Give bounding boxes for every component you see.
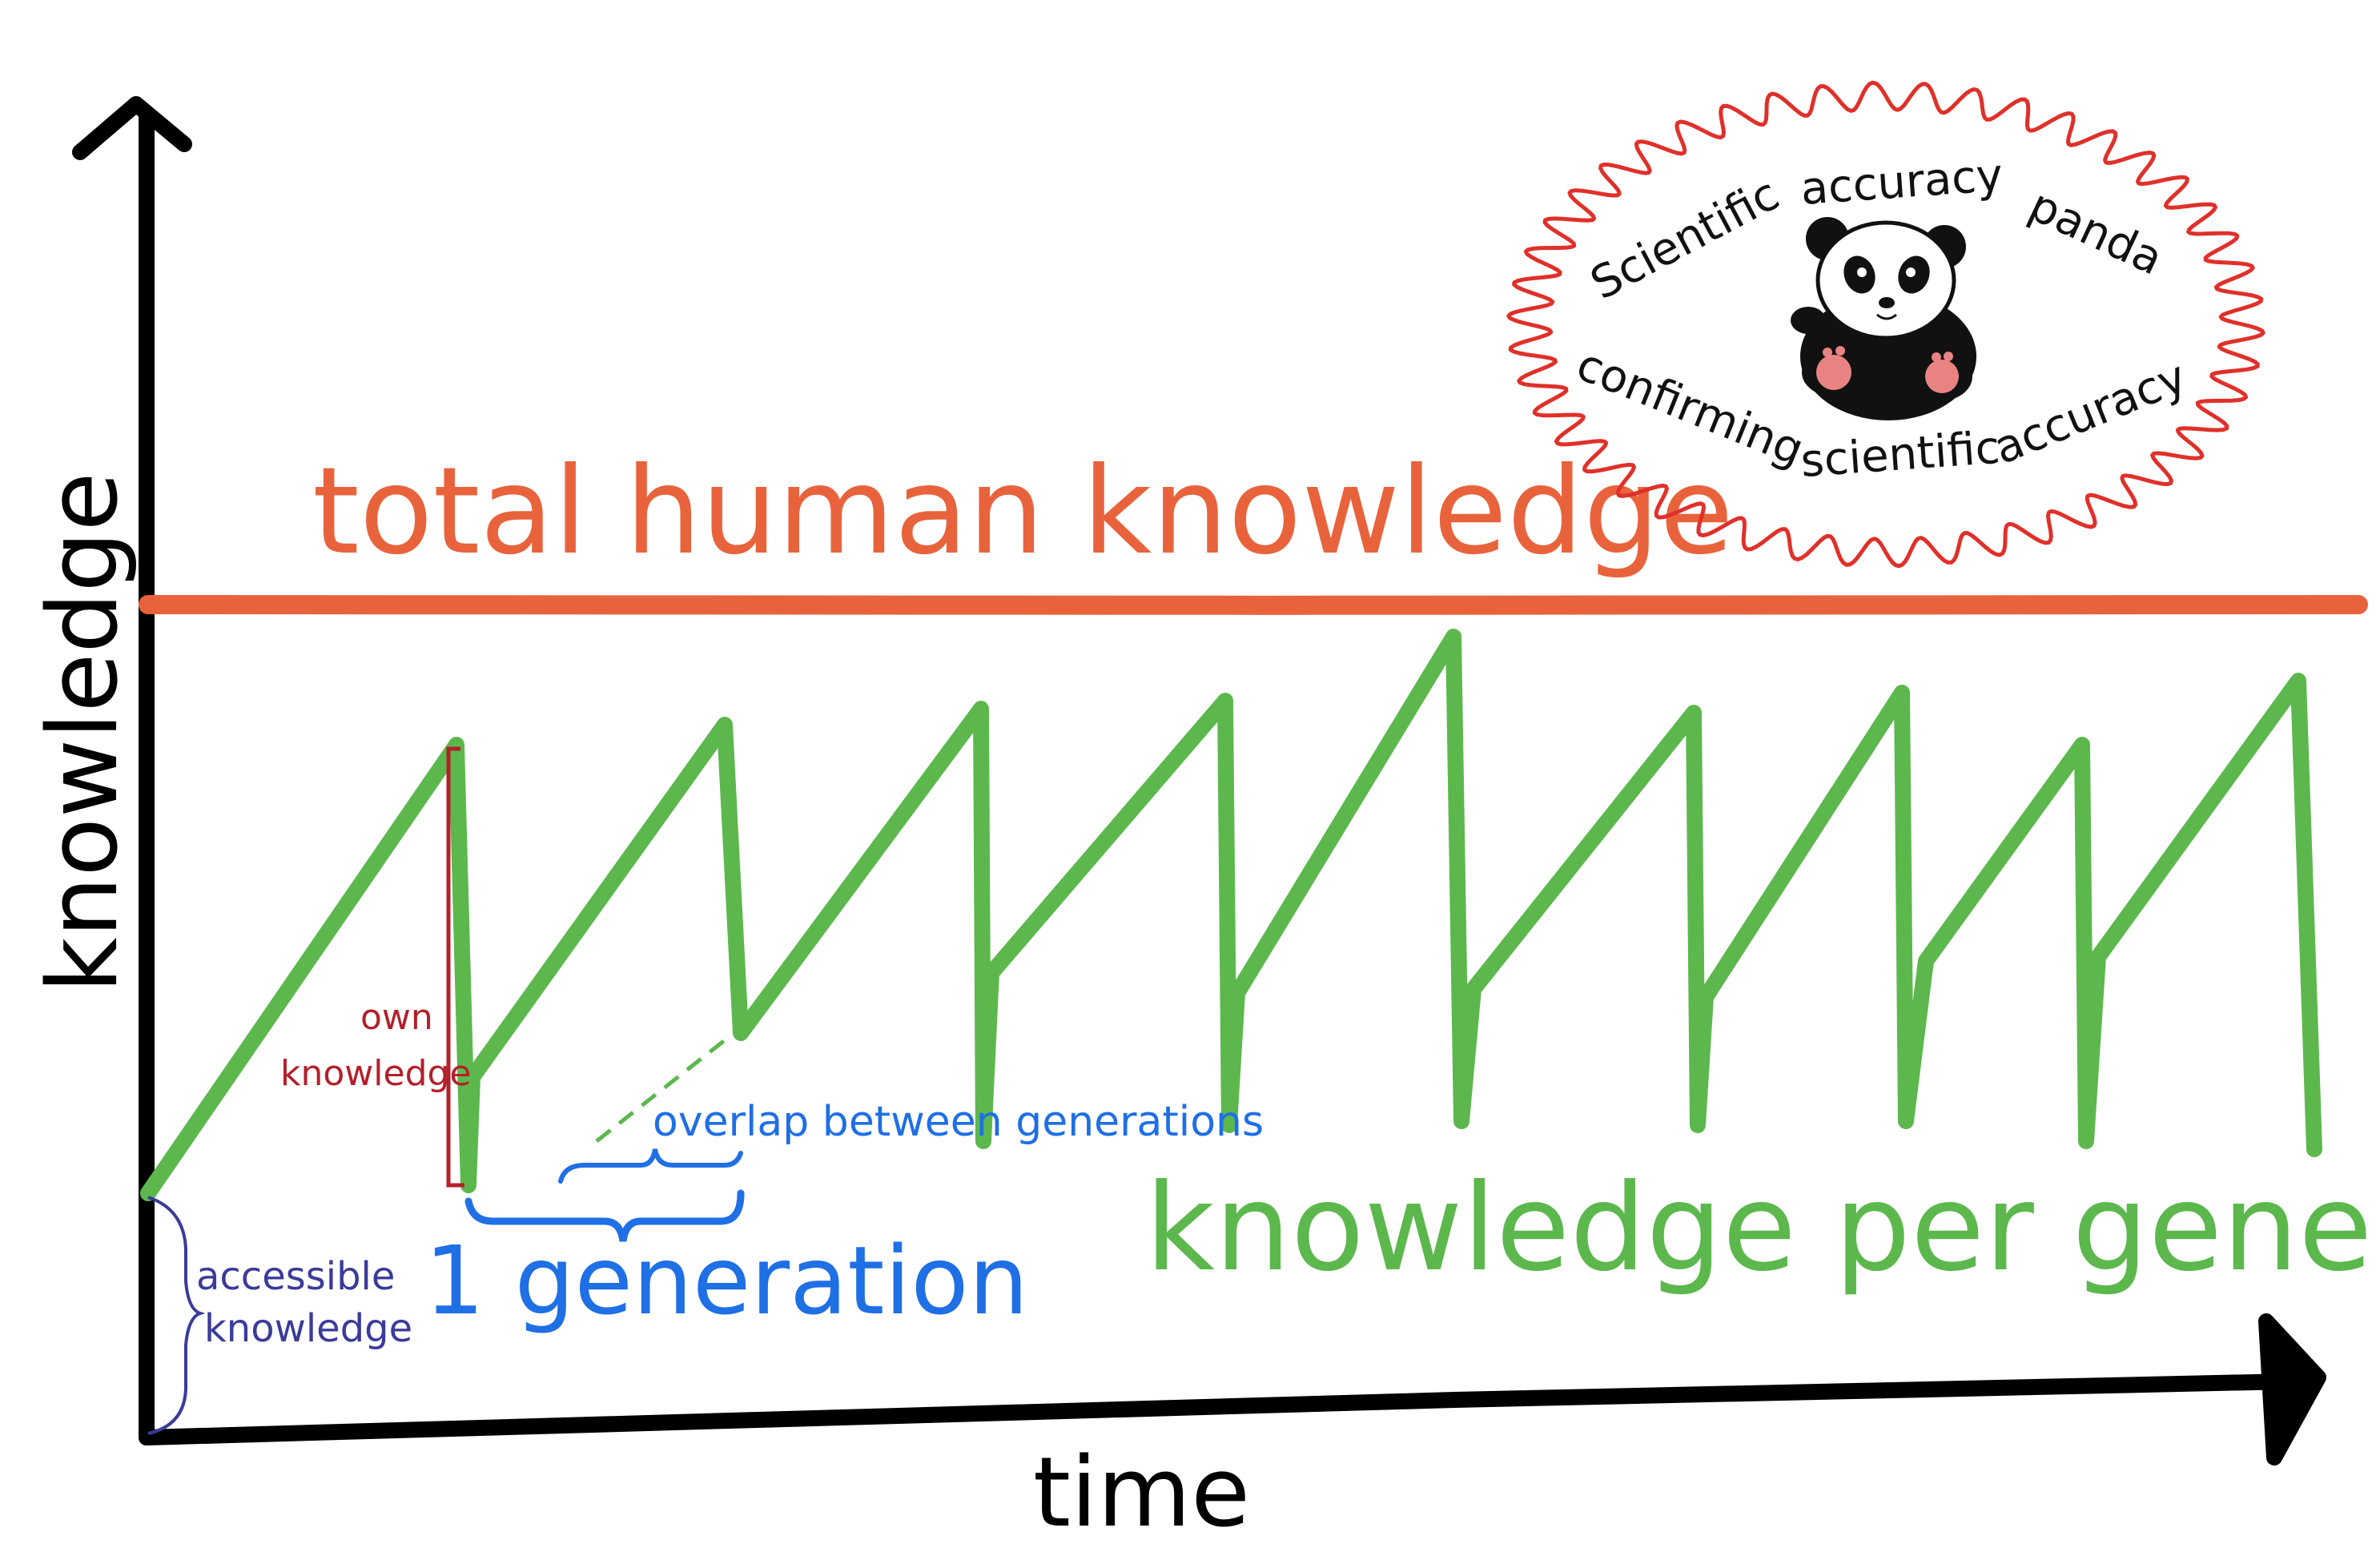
- x-axis: [139, 1373, 2298, 1445]
- own-knowledge-label-2: knowledge: [280, 1053, 472, 1094]
- right-arrow-icon: [2258, 1313, 2326, 1466]
- stamp-word-scientific-1: Scientific: [1582, 168, 1787, 310]
- generation-knowledge-sawtooth: [140, 629, 2322, 1201]
- knowledge-per-generation-label: knowledge per generation: [1145, 1159, 2380, 1298]
- accessible-knowledge-label-2: knowledge: [204, 1306, 412, 1351]
- one-generation-label: 1 generation: [424, 1225, 1028, 1336]
- generation-brace: [464, 1189, 745, 1242]
- stamp-word-panda: panda: [2021, 179, 2170, 286]
- accessible-knowledge-brace: [147, 1196, 206, 1435]
- stamp-word-accuracy-1: accuracy: [1799, 149, 2004, 215]
- own-knowledge-bracket: [446, 746, 464, 1188]
- total-knowledge-label: total human knowledge: [312, 442, 1734, 581]
- y-axis-label: knowledge: [28, 472, 139, 993]
- axes: [72, 96, 2326, 1466]
- panda-icon: [1791, 217, 1976, 420]
- accessible-knowledge-label-1: accessible: [196, 1254, 395, 1299]
- total-knowledge-line: [139, 594, 2368, 616]
- stamp-word-accuracy-2: accuracy: [1987, 351, 2194, 475]
- stamp-word-scientific-2: scientific: [1799, 422, 2001, 488]
- up-arrow-icon: [72, 96, 192, 160]
- overlap-label: overlap between generations: [653, 1098, 1264, 1146]
- overlap-brace: [558, 1148, 743, 1184]
- own-knowledge-label-1: own: [360, 997, 433, 1038]
- stamp-border: [1506, 80, 2265, 569]
- x-axis-label: time: [1033, 1437, 1250, 1549]
